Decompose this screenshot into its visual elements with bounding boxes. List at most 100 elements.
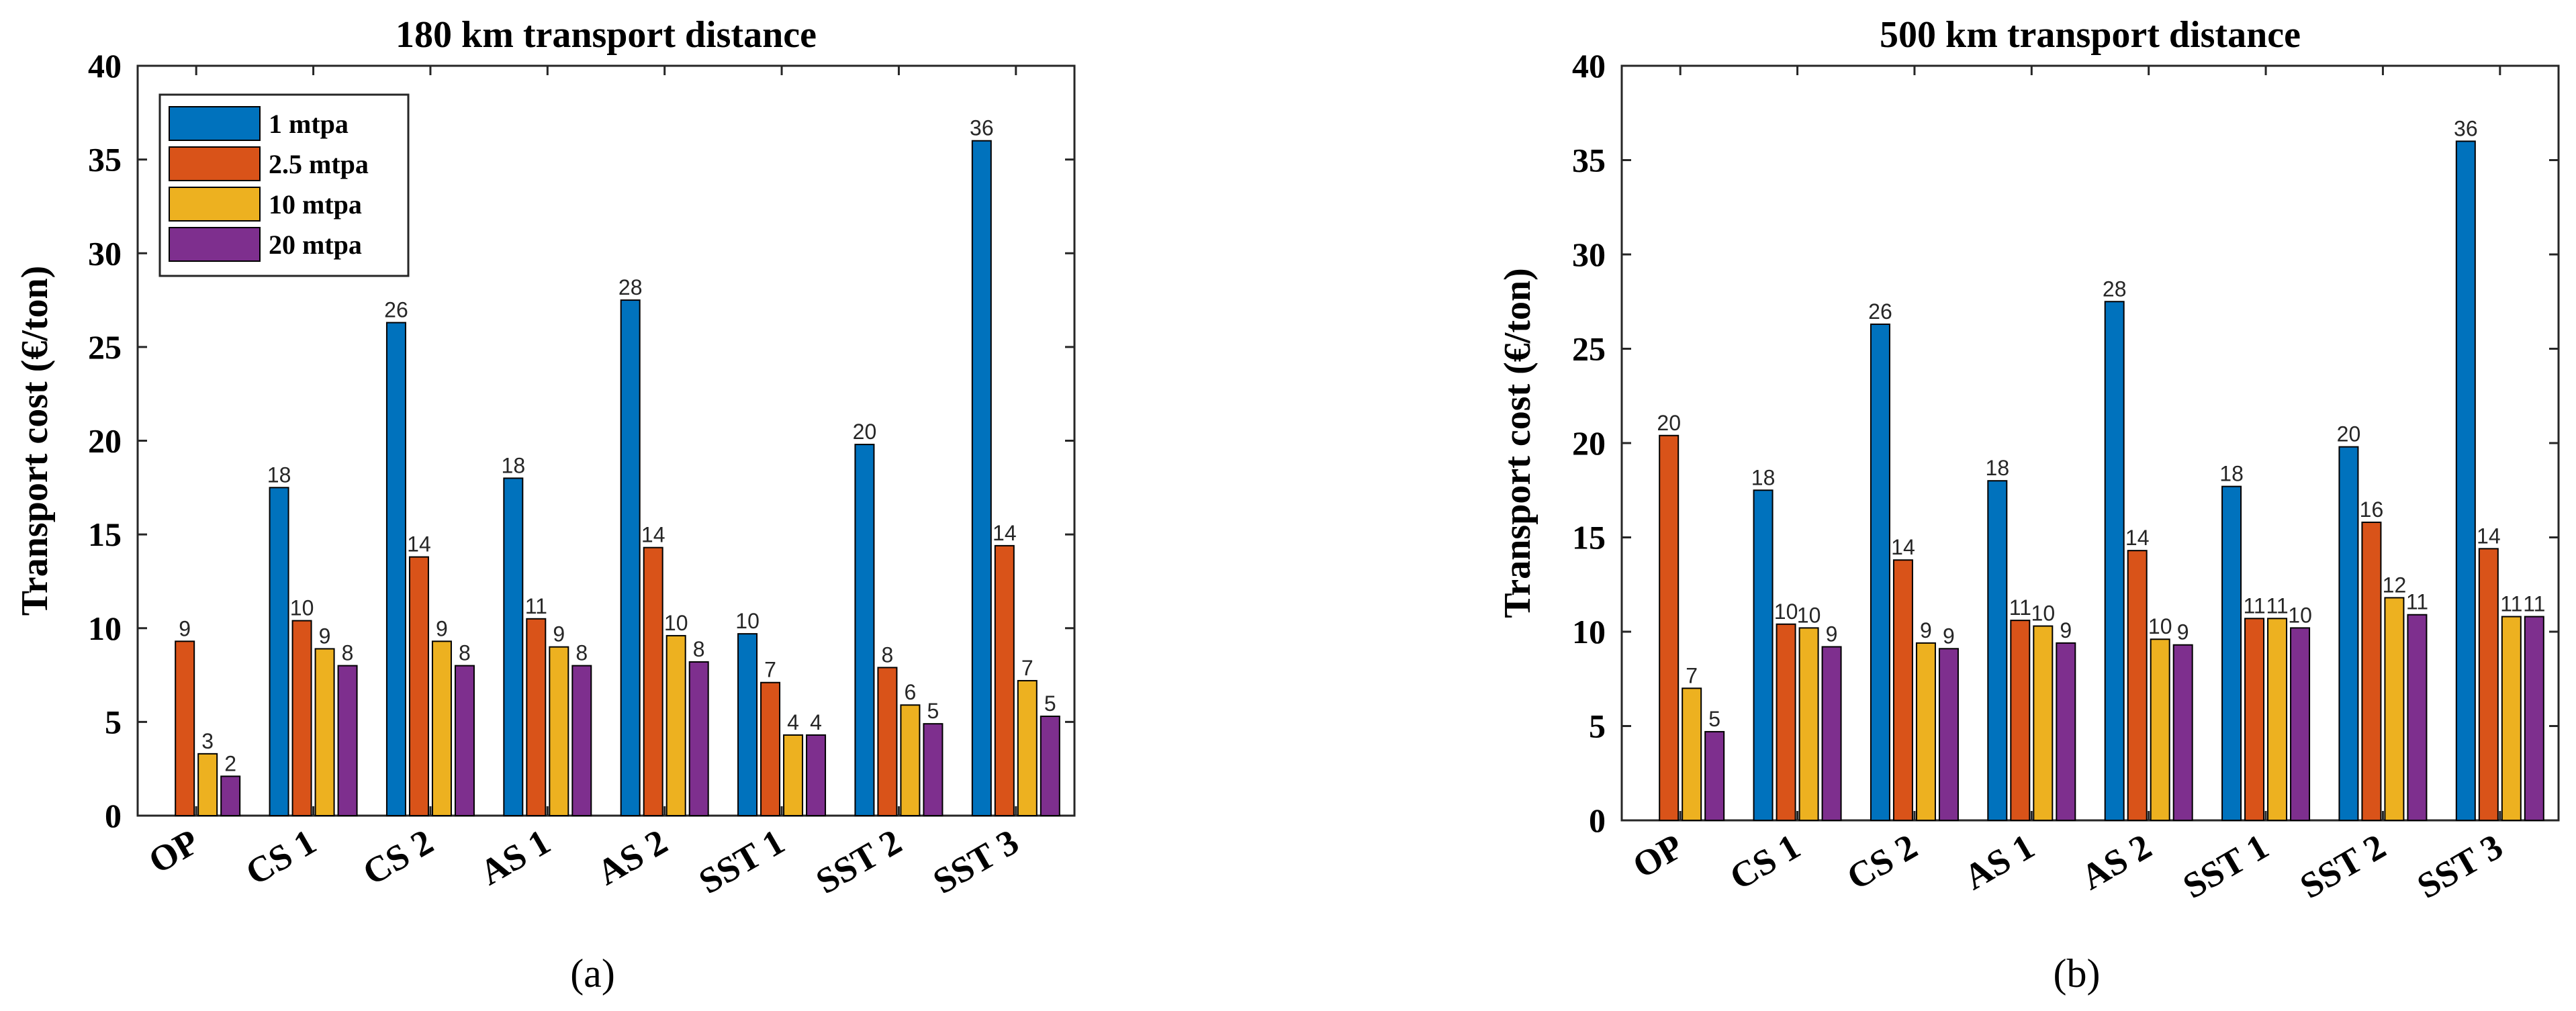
bar (269, 487, 289, 816)
x-tick-label: OP (1626, 826, 1690, 885)
data-label: 14 (407, 532, 431, 557)
data-label: 8 (882, 642, 894, 667)
data-label: 9 (179, 616, 191, 640)
data-label: 10 (664, 611, 688, 635)
data-label: 9 (1826, 622, 1838, 646)
data-label: 10 (2031, 601, 2056, 626)
x-tick-label: CS 1 (1723, 826, 1807, 898)
y-axis-label: Transport cost (€/ton) (14, 266, 56, 616)
data-label: 11 (2266, 593, 2288, 618)
bar (665, 634, 686, 816)
bar (314, 648, 335, 817)
data-label: 5 (927, 699, 939, 723)
bar (385, 322, 406, 816)
data-label: 9 (1943, 624, 1955, 648)
bar (291, 620, 312, 817)
data-label: 14 (2125, 526, 2150, 550)
data-label: 9 (2177, 620, 2189, 644)
bar (197, 753, 218, 817)
y-tick-label: 25 (88, 328, 122, 366)
y-tick-label: 10 (88, 610, 122, 647)
data-label: 36 (970, 116, 994, 140)
bar (408, 556, 429, 816)
data-label: 8 (576, 641, 588, 665)
y-tick-label: 5 (105, 703, 122, 740)
data-label: 8 (342, 641, 354, 665)
data-label: 14 (2477, 524, 2501, 548)
bar (900, 704, 921, 817)
data-label: 20 (853, 420, 877, 444)
data-label: 9 (553, 622, 565, 646)
data-label: 7 (764, 658, 776, 682)
data-label: 10 (290, 596, 314, 620)
y-tick-label: 35 (88, 141, 122, 179)
data-label: 20 (1657, 411, 1681, 435)
bar (454, 665, 475, 816)
y-tick-label: 20 (1572, 424, 1606, 462)
data-label: 9 (2060, 618, 2072, 642)
data-label: 18 (1751, 465, 1776, 489)
data-label: 7 (1021, 656, 1033, 680)
data-label: 2 (224, 751, 236, 775)
data-label: 18 (267, 463, 291, 487)
data-label: 10 (2288, 603, 2312, 627)
y-tick-label: 0 (1589, 802, 1606, 839)
bar (503, 477, 524, 816)
data-label: 5 (1044, 691, 1056, 716)
data-label: 11 (2500, 592, 2522, 616)
y-tick-label: 25 (1572, 330, 1606, 368)
bar (2056, 642, 2076, 821)
data-label: 10 (2148, 614, 2172, 638)
data-label: 36 (2454, 116, 2478, 140)
bar (431, 640, 452, 816)
x-tick-label: CS 2 (356, 821, 440, 893)
data-label: 18 (2219, 462, 2244, 486)
x-tick-label: SST 1 (692, 821, 791, 902)
bar (2361, 522, 2382, 822)
bar (2455, 140, 2476, 821)
bar (175, 640, 195, 816)
data-label: 6 (905, 680, 917, 704)
bar (760, 681, 781, 816)
bar (620, 299, 641, 816)
bar (571, 665, 592, 816)
bar (806, 734, 827, 816)
legend-swatch (169, 187, 261, 222)
bar (2221, 485, 2242, 821)
y-tick-label: 15 (88, 516, 122, 553)
y-tick-label: 30 (88, 234, 122, 272)
bar (2290, 627, 2311, 821)
data-label: 10 (1774, 599, 1798, 624)
legend-entry: 2.5 mtpa (269, 149, 369, 179)
data-label: 9 (319, 624, 331, 648)
bar (783, 734, 804, 816)
panel-label: (b) (2054, 951, 2101, 996)
data-label: 18 (1986, 456, 2010, 480)
data-label: 10 (1797, 603, 1821, 627)
y-tick-label: 15 (1572, 519, 1606, 557)
data-label: 5 (1708, 707, 1720, 731)
bar (1870, 323, 1890, 822)
x-tick-label: SST 3 (926, 821, 1025, 902)
x-tick-label: CS 1 (239, 821, 323, 893)
x-tick-label: CS 2 (1840, 826, 1924, 898)
data-label: 11 (2243, 593, 2265, 618)
data-label: 20 (2337, 422, 2361, 446)
y-axis-label: Transport cost (€/ton) (1497, 268, 1538, 618)
data-label: 14 (1891, 535, 1915, 559)
bar (2010, 620, 2031, 821)
x-tick-label: AS 2 (2074, 826, 2158, 898)
y-tick-label: 0 (105, 797, 122, 834)
bar (1892, 559, 1913, 821)
data-label: 28 (618, 275, 643, 299)
x-tick-label: OP (142, 821, 205, 881)
data-label: 26 (384, 298, 408, 322)
y-tick-label: 35 (1572, 142, 1606, 179)
bar (1659, 434, 1680, 821)
legend-entry: 10 mtpa (269, 189, 362, 220)
x-tick-label: AS 1 (473, 821, 557, 893)
bar (1798, 627, 1819, 821)
data-label: 11 (2406, 590, 2428, 614)
bar (2244, 618, 2265, 822)
data-label: 11 (2523, 592, 2545, 616)
